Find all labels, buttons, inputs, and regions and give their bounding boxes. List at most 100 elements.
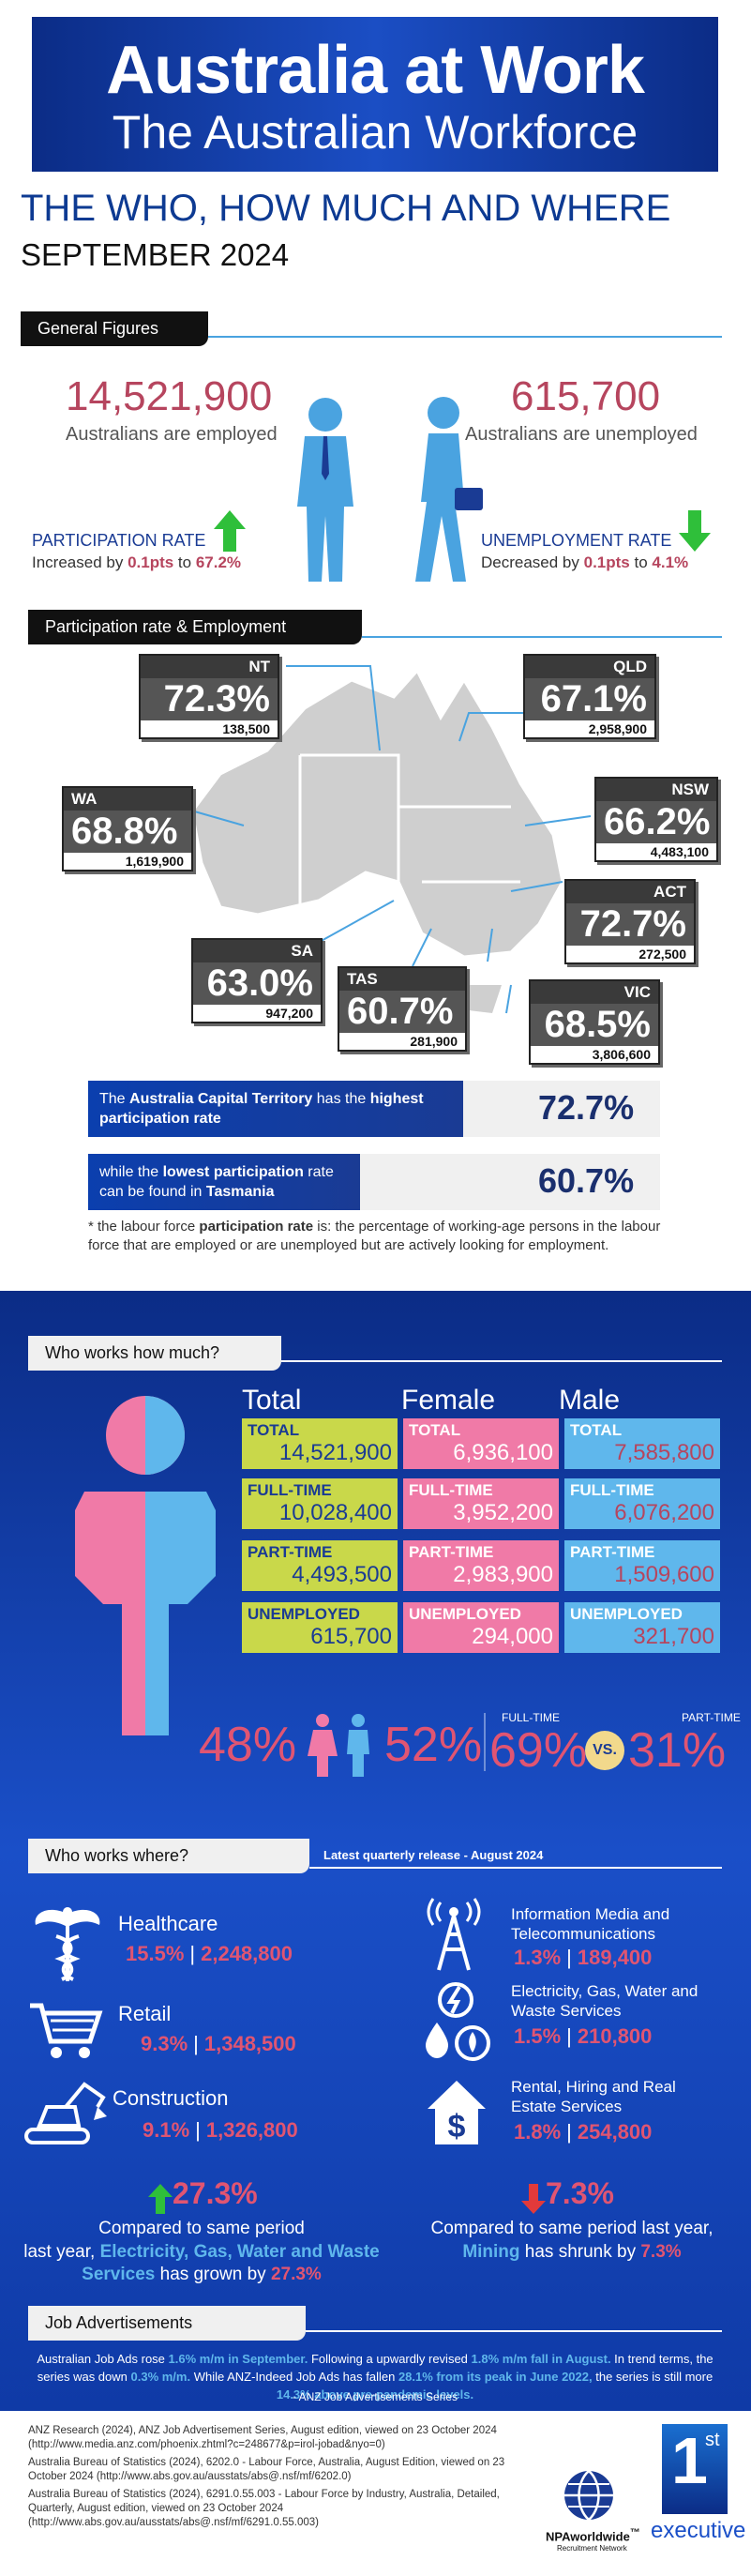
region-act: ACT 72.7% 272,500 — [564, 879, 696, 964]
female-percentage: 48% — [199, 1718, 297, 1772]
unemployed-label: Australians are unemployed — [465, 424, 698, 445]
stat-cell: TOTAL 7,585,800 — [564, 1418, 720, 1469]
job-ads-heading: Job Advertisements — [28, 2306, 306, 2341]
reference-item: Australia Bureau of Statistics (2024), 6… — [28, 2488, 500, 2528]
arrow-up-icon — [148, 2184, 173, 2214]
region-vic: VIC 68.5% 3,806,600 — [529, 979, 660, 1065]
employed-person-icon — [297, 398, 353, 582]
tower-icon — [427, 1898, 481, 1971]
arrow-down-icon — [521, 2184, 546, 2214]
arrow-down-icon — [679, 510, 711, 552]
release-note: Latest quarterly release - August 2024 — [323, 1848, 544, 1862]
headline-date: SEPTEMBER 2024 — [21, 237, 290, 272]
table-row: UNEMPLOYED 615,700 UNEMPLOYED 294,000 UNEM… — [242, 1602, 720, 1653]
table-row: TOTAL 14,521,900 TOTAL 6,936,100 TOTAL 7,58… — [242, 1418, 720, 1469]
job-ads-source: - ANZ Job Advertisements Series — [292, 2390, 458, 2403]
growth-value: 27.3% — [173, 2176, 258, 2210]
industry-name: Construction — [113, 2086, 229, 2110]
vs-badge: VS. — [585, 1731, 624, 1770]
stat-cell: FULL-TIME 6,076,200 — [564, 1478, 720, 1529]
highest-rate-text: The Australia Capital Territory has the … — [88, 1081, 463, 1137]
divider — [306, 2330, 722, 2332]
house-dollar-icon: $ — [428, 2081, 486, 2144]
stats-table: TOTAL 14,521,900 TOTAL 6,936,100 TOTAL 7,58… — [242, 1418, 720, 1653]
divider — [362, 636, 722, 638]
highest-rate-bar: The Australia Capital Territory has the … — [88, 1081, 660, 1137]
how-much-heading: Who works how much? — [28, 1336, 281, 1371]
unemployment-rate-label: UNEMPLOYMENT RATE — [481, 531, 672, 550]
general-figures-heading: General Figures — [21, 311, 208, 346]
table-row: FULL-TIME 10,028,400 FULL-TIME 3,952,200 F… — [242, 1478, 720, 1529]
col-male-header: Male — [559, 1385, 621, 1416]
divider — [208, 336, 722, 338]
where-heading: Who works where? — [28, 1839, 309, 1873]
employed-label: Australians are employed — [66, 424, 278, 445]
participation-rate-label: PARTICIPATION RATE — [32, 531, 206, 550]
fulltime-label: FULL-TIME — [502, 1711, 561, 1724]
references: ANZ Research (2024), ANZ Job Advertiseme… — [28, 2424, 539, 2530]
caduceus-icon — [35, 1907, 100, 1981]
unemployed-value: 615,700 — [511, 373, 661, 419]
industry-values: 1.3% | 189,400 — [514, 1946, 653, 1969]
logo-ordinal: st — [705, 2430, 720, 2450]
lowest-rate-text: while the lowest participation rate can … — [88, 1154, 360, 1210]
npa-logo-text: NPAworldwide™ — [546, 2527, 640, 2544]
australia-map — [190, 668, 564, 1013]
svg-text:$: $ — [448, 2109, 466, 2144]
industry-name: Electricity, Gas, Water and Waste Servic… — [511, 1982, 698, 2021]
growth-text: Compared to same period last year, Elect… — [23, 2219, 380, 2285]
employed-value: 14,521,900 — [66, 373, 273, 419]
hero-banner — [32, 17, 718, 172]
region-nsw: NSW 66.2% 4,483,100 — [594, 777, 718, 862]
male-female-icon — [308, 1714, 369, 1777]
hero-subtitle: The Australian Workforce — [112, 106, 638, 159]
industry-name: Rental, Hiring and Real Estate Services — [511, 2078, 676, 2116]
npa-logo-subtitle: Recruitment Network — [557, 2544, 627, 2553]
stat-cell: PART-TIME 2,983,900 — [403, 1540, 559, 1591]
footnote: * the labour force participation rate is… — [88, 1219, 661, 1253]
male-percentage: 52% — [384, 1718, 483, 1772]
participation-rate-text: Increased by 0.1pts to 67.2% — [32, 553, 242, 571]
logo-number: 1 — [671, 2424, 708, 2497]
stat-cell: UNEMPLOYED 294,000 — [403, 1602, 559, 1653]
globe-logo-icon — [564, 2470, 613, 2522]
unemployment-rate-text: Decreased by 0.1pts to 4.1% — [481, 553, 689, 571]
region-qld: QLD 67.1% 2,958,900 — [523, 654, 656, 739]
utilities-icon — [426, 1982, 490, 2061]
stat-cell: UNEMPLOYED 321,700 — [564, 1602, 720, 1653]
stat-cell: FULL-TIME 10,028,400 — [242, 1478, 398, 1529]
fulltime-percentage: 69% — [489, 1723, 588, 1778]
arrow-up-icon — [214, 510, 246, 552]
col-female-header: Female — [401, 1385, 496, 1416]
region-tas: TAS 60.7% 281,900 — [338, 966, 467, 1052]
stat-cell: PART-TIME 4,493,500 — [242, 1540, 398, 1591]
industry-name: Retail — [118, 2002, 172, 2025]
divider — [484, 1713, 486, 1771]
industry-values: 9.3% | 1,348,500 — [141, 2032, 296, 2055]
headline-who: THE WHO, HOW MUCH AND WHERE — [21, 188, 671, 229]
industry-name: Healthcare — [118, 1912, 218, 1935]
parttime-label: PART-TIME — [682, 1711, 741, 1724]
industry-values: 15.5% | 2,248,800 — [126, 1942, 293, 1965]
industry-values: 9.1% | 1,326,800 — [143, 2118, 298, 2142]
region-nt: NT 72.3% 138,500 — [139, 654, 279, 739]
lowest-rate-value: 60.7% — [538, 1161, 635, 1200]
excavator-icon — [24, 2082, 107, 2144]
shrink-text: Compared to same period last year, Minin… — [430, 2219, 713, 2262]
industry-values: 1.5% | 210,800 — [514, 2024, 653, 2048]
parttime-percentage: 31% — [628, 1723, 727, 1778]
participation-heading: Participation rate & Employment — [28, 610, 362, 644]
stat-cell: FULL-TIME 3,952,200 — [403, 1478, 559, 1529]
industry-name: Information Media and Telecommunications — [511, 1905, 670, 1944]
shrink-value: 7.3% — [546, 2176, 614, 2210]
table-row: PART-TIME 4,493,500 PART-TIME 2,983,900 PA… — [242, 1540, 720, 1591]
highest-rate-value: 72.7% — [538, 1088, 635, 1127]
job-ads-text: Australian Job Ads rose 1.6% m/m in Sept… — [37, 2352, 713, 2402]
hero-title: Australia at Work — [106, 33, 645, 108]
footer — [0, 2411, 751, 2576]
reference-item: ANZ Research (2024), ANZ Job Advertiseme… — [28, 2425, 497, 2450]
region-sa: SA 63.0% 947,200 — [191, 938, 323, 1023]
col-total-header: Total — [242, 1385, 302, 1416]
stat-cell: PART-TIME 1,509,600 — [564, 1540, 720, 1591]
lowest-rate-bar: while the lowest participation rate can … — [88, 1154, 660, 1210]
